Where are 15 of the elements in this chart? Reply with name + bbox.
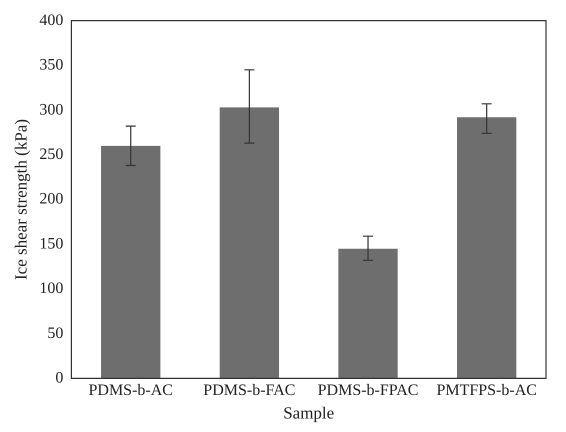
x-axis-title: Sample — [283, 403, 334, 422]
y-tick-label: 0 — [55, 370, 64, 387]
x-tick-label: PDMS-b-FAC — [203, 382, 296, 400]
y-tick-label: 100 — [39, 280, 64, 298]
x-tick-label: PMTFPS-b-AC — [436, 382, 537, 400]
y-tick-label: 350 — [39, 56, 64, 74]
y-tick-label: 300 — [39, 101, 64, 118]
y-tick-label: 150 — [39, 235, 64, 252]
y-axis-title: Ice shear strength (kPa) — [12, 119, 31, 280]
x-tick-label: PDMS-b-FPAC — [318, 382, 418, 400]
y-tick-label: 250 — [39, 146, 64, 163]
x-tick-label: PDMS-b-AC — [88, 382, 173, 400]
y-tick-label: 50 — [47, 324, 64, 342]
y-tick-label: 400 — [39, 12, 64, 29]
y-tick-label: 200 — [39, 190, 64, 208]
